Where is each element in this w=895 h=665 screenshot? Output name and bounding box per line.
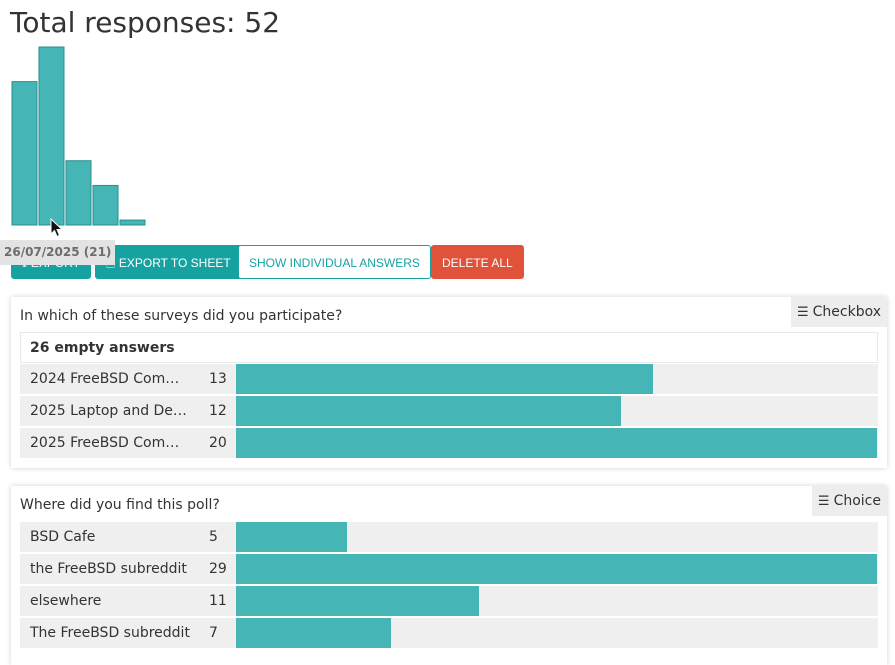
answer-count: 13 — [209, 371, 227, 387]
answer-row: the FreeBSD subreddit 29 — [20, 554, 878, 584]
answer-row: elsewhere 11 — [20, 586, 878, 616]
answer-bar — [236, 428, 877, 458]
question-card: Where did you find this poll? ☰ Choice BS… — [11, 486, 887, 665]
answer-count: 7 — [209, 625, 218, 641]
answer-row: The FreeBSD subreddit 7 — [20, 618, 878, 648]
answer-label: the FreeBSD subreddit — [30, 561, 187, 577]
delete-all-button[interactable]: DELETE ALL — [431, 245, 524, 279]
answer-row: 2025 FreeBSD Comm... 20 — [20, 428, 878, 458]
answer-row: 2024 FreeBSD Comm... 13 — [20, 364, 878, 394]
answer-label: 2025 Laptop and Des... — [30, 403, 190, 419]
day-bar[interactable] — [65, 160, 92, 226]
answer-bar — [236, 586, 480, 616]
total-responses-title: Total responses: 52 — [10, 6, 281, 39]
day-bar[interactable] — [38, 46, 65, 226]
answer-label: 2025 FreeBSD Comm... — [30, 435, 190, 451]
list-icon: ☰ — [817, 494, 830, 509]
question-type-badge: ☰ Choice — [811, 486, 887, 516]
show-individual-answers-button[interactable]: SHOW INDIVIDUAL ANSWERS — [238, 245, 431, 279]
question-title: Where did you find this poll? — [20, 497, 220, 513]
day-bar[interactable] — [119, 219, 146, 226]
list-icon: ☰ — [796, 305, 809, 320]
export-to-sheet-button[interactable]: 🗎EXPORT TO SHEET — [95, 245, 242, 279]
answer-label: The FreeBSD subreddit — [30, 625, 190, 641]
answer-row: 2025 Laptop and Des... 12 — [20, 396, 878, 426]
answer-label: BSD Cafe — [30, 529, 96, 545]
mouse-cursor-icon — [50, 218, 64, 238]
question-type-badge: ☰ Checkbox — [790, 297, 887, 327]
answer-count: 5 — [209, 529, 218, 545]
answer-bar — [236, 364, 653, 394]
answer-bar — [236, 554, 877, 584]
answer-count: 12 — [209, 403, 227, 419]
answer-count: 20 — [209, 435, 227, 451]
answer-bar — [236, 396, 621, 426]
answer-bar — [236, 522, 347, 552]
answer-count: 11 — [209, 593, 227, 609]
chart-tooltip: 26/07/2025 (21) — [0, 240, 116, 265]
answer-row: BSD Cafe 5 — [20, 522, 878, 552]
question-card: In which of these surveys did you partic… — [11, 297, 887, 468]
day-bar[interactable] — [92, 184, 119, 226]
empty-answers-row: 26 empty answers — [20, 332, 878, 363]
answer-label: 2024 FreeBSD Comm... — [30, 371, 190, 387]
answer-count: 29 — [209, 561, 227, 577]
answer-bar — [236, 618, 391, 648]
question-title: In which of these surveys did you partic… — [20, 308, 343, 324]
day-bar[interactable] — [11, 81, 38, 226]
responses-per-day-chart — [11, 46, 146, 226]
answer-label: elsewhere — [30, 593, 102, 609]
